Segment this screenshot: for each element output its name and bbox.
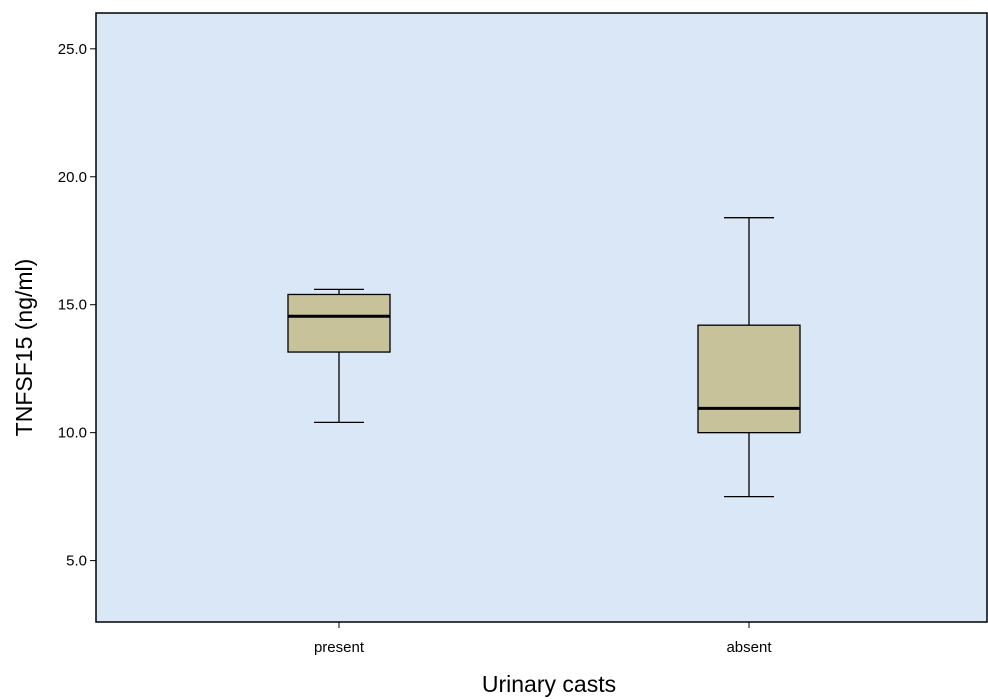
box-absent [697, 217, 801, 498]
y-tick-label: 5.0 [66, 553, 87, 570]
iqr-box [697, 324, 801, 434]
x-axis: present absent [314, 622, 772, 656]
y-tick-label: 10.0 [58, 425, 87, 442]
y-tick-label: 20.0 [58, 169, 87, 186]
y-axis: 5.0 10.0 15.0 20.0 25.0 [58, 41, 96, 570]
box-present [287, 288, 391, 424]
y-tick-label: 15.0 [58, 297, 87, 314]
boxes [287, 217, 801, 498]
y-tick-label: 25.0 [58, 41, 87, 58]
iqr-box [287, 293, 391, 353]
x-axis-title: Urinary casts [482, 671, 616, 697]
x-tick-label: present [314, 639, 365, 656]
plot-area [95, 12, 988, 623]
y-axis-title: TNFSF15 (ng/ml) [11, 259, 37, 437]
x-tick-label: absent [726, 639, 772, 656]
